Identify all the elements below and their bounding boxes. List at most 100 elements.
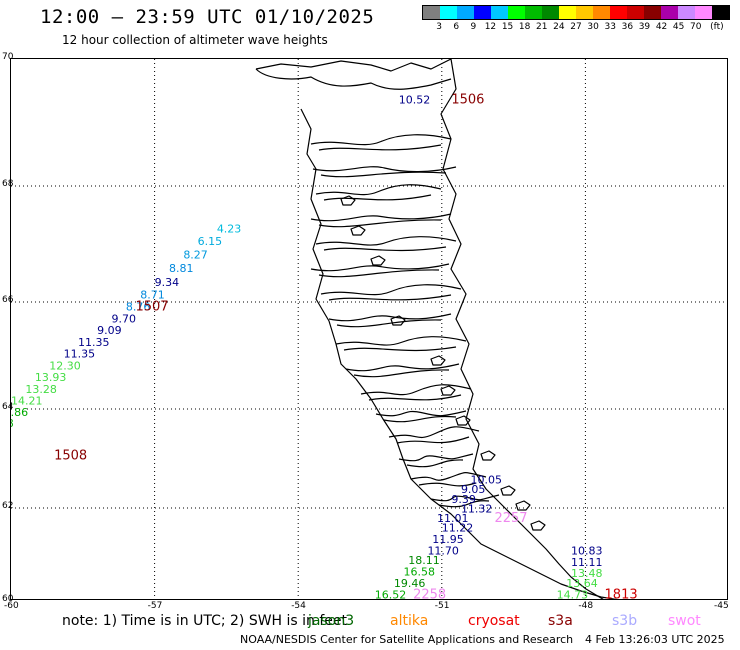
pass-time-label: 1813: [605, 588, 638, 600]
satellite-legend: jason3 altika cryosat s3a s3b swot: [0, 613, 740, 631]
legend-swatch: [627, 6, 644, 19]
legend-swatch: [695, 6, 712, 19]
coastline-segment: [515, 500, 531, 511]
coastline-segment: [353, 369, 450, 378]
satellite-legend-s3a: s3a: [548, 613, 573, 629]
coastline-segment: [300, 108, 618, 599]
latitude-tick-label: 60: [2, 594, 14, 604]
legend-label: 33: [604, 22, 616, 32]
coastline-segment: [328, 294, 452, 301]
coastline-segment: [318, 144, 442, 151]
swh-value-label: 8.27: [183, 249, 208, 262]
coastline-segment: [323, 194, 432, 201]
swh-value-label: 8.71: [140, 289, 165, 302]
swh-value-label: 13.48: [571, 567, 603, 580]
legend-label: (ft): [710, 22, 724, 32]
map-canvas: 10.52 1506 4.236.158.278.819.348.718.769.7…: [11, 59, 727, 600]
satellite-legend-swot: swot: [668, 613, 701, 629]
swh-value-label: 9.05: [461, 483, 486, 496]
coastline-segment: [310, 263, 450, 272]
satellite-legend-jason3: jason3: [308, 613, 355, 629]
swh-value-label: 9.70: [112, 312, 136, 325]
swh-value-label: 11.35: [64, 348, 96, 361]
legend-labels: 3 6 9 12 15 18 21 24 27 30 33 36 39 42 45 70 (ft): [422, 20, 730, 34]
legend-swatch: [542, 6, 559, 19]
swh-value-label: 14.73: [557, 589, 589, 600]
coastline-segment: [360, 384, 472, 396]
color-legend: 3 6 9 12 15 18 21 24 27 30 33 36 39 42 45 70 (ft): [422, 5, 730, 35]
legend-swatch: [474, 6, 491, 19]
longitude-tick-label: -45: [714, 601, 729, 611]
legend-label: 6: [453, 22, 460, 32]
satellite-legend-s3b: s3b: [612, 613, 638, 629]
coastline-segment: [310, 134, 452, 146]
coastline-segment: [418, 482, 477, 487]
swh-value-label: 16.58: [404, 565, 436, 578]
coastline-segment: [310, 213, 452, 222]
latitude-tick-label: 64: [2, 402, 14, 412]
swh-value-label: 11.70: [427, 545, 459, 558]
altimeter-tracks: 10.52 1506 4.236.158.278.819.348.718.769.7…: [11, 92, 638, 600]
longitude-tick-label: -51: [434, 601, 450, 611]
legend-label: 30: [587, 22, 599, 32]
note-text: note: 1) Time is in UTC; 2) SWH is in fe…: [62, 613, 348, 629]
footer-timestamp: 4 Feb 13:26:03 UTC 2025: [585, 633, 725, 646]
swh-value-label: 13.64: [566, 577, 598, 590]
coastline-segment: [383, 415, 457, 423]
legend-swatch: [576, 6, 593, 19]
swh-value-label: 8.76: [126, 301, 151, 314]
coastline-segment: [335, 336, 467, 346]
coastline-segment: [370, 255, 386, 266]
satellite-legend-altika: altika: [390, 613, 429, 629]
coastline-segment: [350, 225, 366, 236]
pass-time-label: 2257: [494, 511, 527, 526]
legend-swatch: [525, 6, 542, 19]
coastline-segment: [375, 410, 467, 417]
legend-label: 15: [501, 22, 514, 32]
legend-swatch: [559, 6, 576, 19]
latitude-tick-label: 70: [2, 52, 14, 62]
coastline-segment: [406, 459, 464, 468]
coastline-segment: [255, 59, 452, 72]
coastline-segment: [336, 319, 442, 328]
swh-value-label: 11.11: [571, 556, 603, 569]
page-subtitle: 12 hour collection of altimeter wave hei…: [62, 33, 328, 47]
coastline-segment: [398, 453, 474, 462]
page-title: 12:00 – 23:59 UTC 01/10/2025: [40, 6, 375, 28]
swh-value-label: 19.46: [394, 577, 426, 590]
pass-time-label: 2258: [413, 588, 446, 600]
swh-value-label: 16.18: [11, 417, 14, 430]
coastline-segment: [530, 520, 546, 531]
swh-value-label: 6.15: [198, 235, 223, 248]
coastline-segment: [388, 426, 480, 439]
longitude-tick-label: -48: [578, 601, 594, 611]
coastline-segment: [315, 184, 442, 196]
swh-value-label: 10.83: [571, 545, 603, 558]
swh-value-label: 11.22: [442, 521, 474, 534]
legend-swatches: [422, 5, 730, 20]
coastline-segment: [323, 246, 447, 252]
swh-value-label: 18.11: [408, 554, 440, 567]
coastline-segment: [440, 385, 456, 396]
legend-label: 12: [484, 22, 497, 32]
pass-time-label: 1508: [54, 448, 87, 463]
legend-swatch: [423, 6, 440, 19]
pass-time-label: 1506: [451, 92, 484, 107]
legend-label: 9: [470, 22, 477, 32]
legend-swatch: [661, 6, 678, 19]
legend-label: 18: [518, 22, 531, 32]
swh-value-label: 9.34: [155, 276, 180, 289]
coastline-segment: [430, 494, 500, 502]
longitude-tick-label: -60: [4, 601, 19, 611]
swh-value-label: 9.39: [451, 493, 476, 506]
coastline-segment: [500, 485, 516, 496]
coastline-segment: [318, 269, 440, 278]
satellite-legend-cryosat: cryosat: [468, 613, 520, 629]
coastline-segment: [318, 219, 442, 228]
coastline-segment: [455, 415, 471, 426]
swh-value-label: 12.30: [49, 359, 81, 372]
legend-swatch: [678, 6, 695, 19]
coastline-segment: [438, 500, 490, 508]
legend-swatch: [593, 6, 610, 19]
legend-swatch: [610, 6, 627, 19]
